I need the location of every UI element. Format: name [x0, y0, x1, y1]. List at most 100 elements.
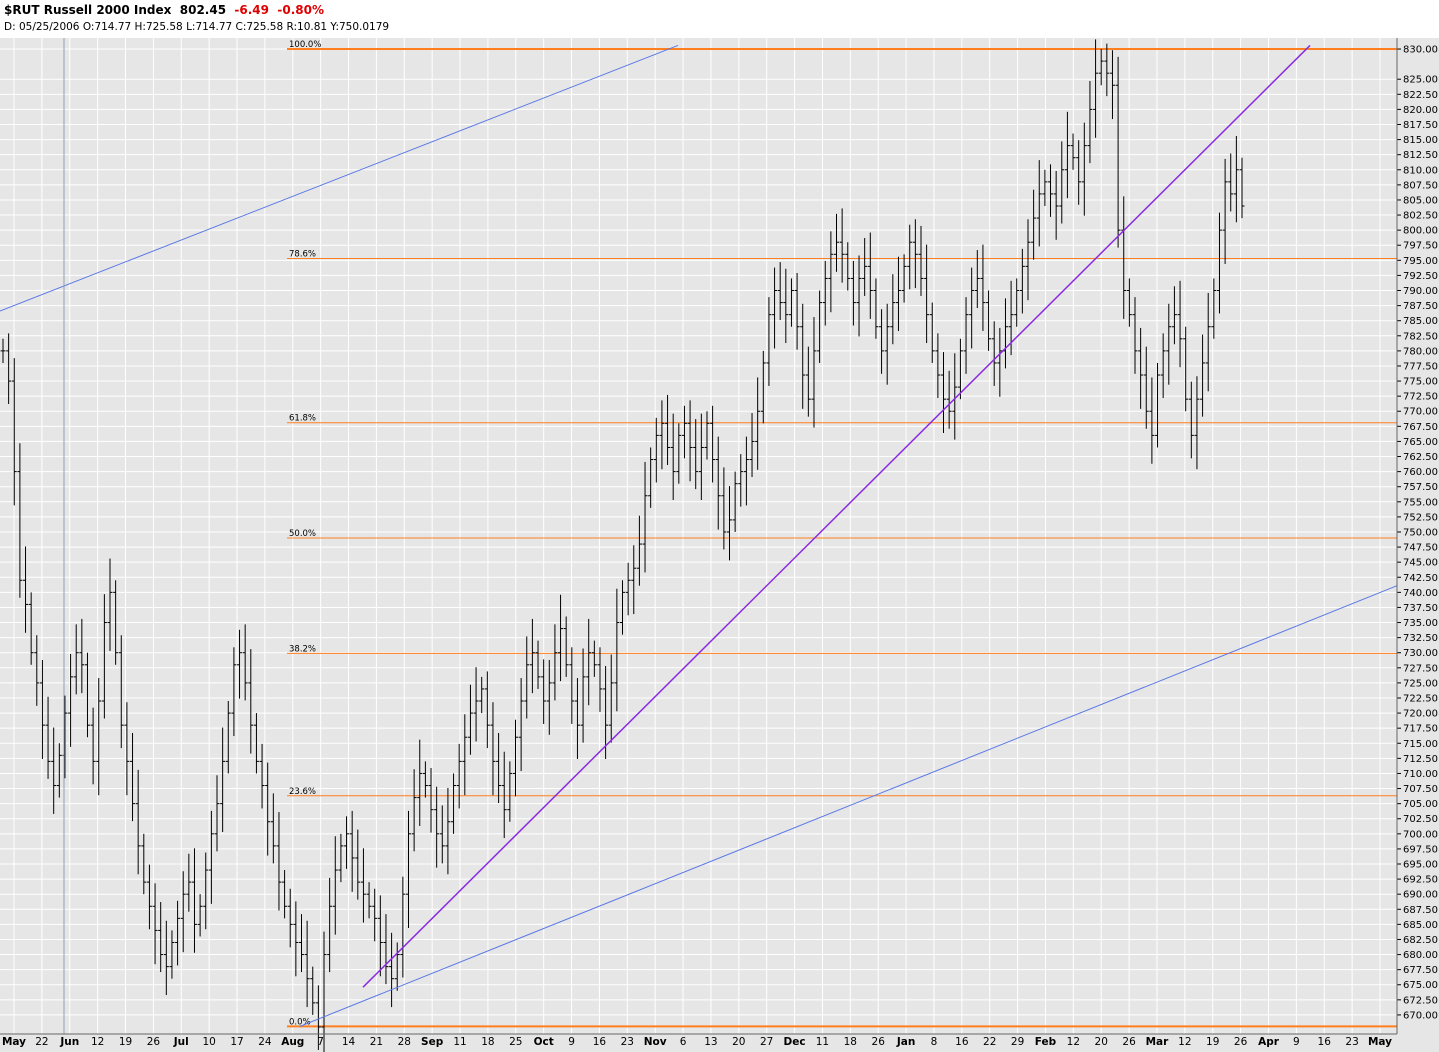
y-tick-label: 785.00: [1403, 316, 1438, 327]
x-tick-label: 17: [230, 1036, 243, 1048]
fib-label: 23.6%: [289, 787, 316, 797]
y-tick-label: 765.00: [1403, 437, 1438, 448]
y-tick-label: 762.50: [1403, 452, 1438, 463]
y-tick-label: 732.50: [1403, 633, 1438, 644]
ohlc-readout: D: 05/25/2006 O:714.77 H:725.58 L:714.77…: [4, 21, 389, 33]
y-tick-label: 672.50: [1403, 995, 1438, 1006]
y-tick-label: 705.00: [1403, 799, 1438, 810]
y-tick-label: 760.00: [1403, 467, 1438, 478]
price-change: -6.49: [234, 3, 270, 17]
x-tick-label: 9: [568, 1036, 575, 1048]
y-tick-label: 715.00: [1403, 739, 1438, 750]
y-tick-label: 722.50: [1403, 693, 1438, 704]
x-tick-label: Jan: [896, 1036, 915, 1048]
x-tick-label: Jun: [59, 1036, 79, 1048]
y-tick-label: 807.50: [1403, 180, 1438, 191]
x-tick-label: 19: [1206, 1036, 1219, 1048]
y-tick-label: 695.00: [1403, 860, 1438, 871]
fib-label: 38.2%: [289, 644, 316, 654]
y-tick-label: 787.50: [1403, 301, 1438, 312]
title-line: $RUT Russell 2000 Index 802.45 -6.49 -0.…: [4, 3, 324, 17]
y-tick-label: 740.00: [1403, 588, 1438, 599]
x-tick-label: 26: [147, 1036, 161, 1048]
y-tick-label: 690.00: [1403, 890, 1438, 901]
last-price: 802.45: [179, 3, 227, 17]
x-tick-label: 13: [704, 1036, 717, 1048]
y-tick-label: 717.50: [1403, 724, 1438, 735]
fib-label: 100.0%: [289, 40, 321, 50]
x-tick-label: Mar: [1146, 1036, 1170, 1048]
y-tick-label: 772.50: [1403, 392, 1438, 403]
chart-header: $RUT Russell 2000 Index 802.45 -6.49 -0.…: [0, 0, 1439, 38]
price-chart[interactable]: 100.0% 78.6% 61.8% 50.0% 38.2% 23.6% 0.0% 830.…: [0, 38, 1439, 1052]
x-tick-label: 26: [1234, 1036, 1248, 1048]
x-tick-label: 11: [816, 1036, 829, 1048]
readout-low: L:714.77: [186, 21, 233, 33]
x-tick-label: Nov: [644, 1036, 667, 1048]
x-tick-label: 12: [1067, 1036, 1080, 1048]
y-tick-label: 720.00: [1403, 709, 1438, 720]
x-tick-label: 21: [370, 1036, 383, 1048]
readout-date: D: 05/25/2006: [4, 21, 80, 33]
y-tick-label: 735.00: [1403, 618, 1438, 629]
x-tick-label: 7: [317, 1036, 324, 1048]
y-tick-label: 710.00: [1403, 769, 1438, 780]
fibonacci-levels: 100.0% 78.6% 61.8% 50.0% 38.2% 23.6% 0.0%: [287, 40, 1397, 1028]
y-tick-label: 817.50: [1403, 120, 1438, 131]
x-tick-label: 12: [1178, 1036, 1191, 1048]
x-tick-label: 6: [680, 1036, 687, 1048]
y-tick-label: 707.50: [1403, 784, 1438, 795]
grid-lines: [0, 38, 1397, 1034]
y-tick-label: 692.50: [1403, 875, 1438, 886]
x-tick-label: 26: [1122, 1036, 1136, 1048]
y-tick-label: 727.50: [1403, 663, 1438, 674]
y-tick-label: 795.00: [1403, 256, 1438, 267]
x-tick-label: 22: [983, 1036, 996, 1048]
y-tick-label: 725.00: [1403, 678, 1438, 689]
y-tick-label: 797.50: [1403, 241, 1438, 252]
y-tick-label: 685.00: [1403, 920, 1438, 931]
y-tick-label: 810.00: [1403, 165, 1438, 176]
x-tick-label: 16: [955, 1036, 969, 1048]
y-tick-label: 757.50: [1403, 482, 1438, 493]
x-tick-label: 22: [35, 1036, 48, 1048]
y-tick-label: 737.50: [1403, 603, 1438, 614]
fib-label: 0.0%: [289, 1017, 311, 1027]
y-tick-label: 790.00: [1403, 286, 1438, 297]
y-tick-label: 767.50: [1403, 422, 1438, 433]
x-tick-label: 18: [844, 1036, 857, 1048]
x-tick-label: 29: [1011, 1036, 1024, 1048]
x-tick-label: 26: [872, 1036, 886, 1048]
y-tick-label: 687.50: [1403, 905, 1438, 916]
x-tick-label: 12: [91, 1036, 104, 1048]
y-tick-label: 830.00: [1403, 45, 1438, 56]
y-axis: 830.00 825.00 822.50 820.00 817.50 815.00 812.…: [1396, 38, 1438, 1034]
x-tick-label: Oct: [534, 1036, 554, 1048]
price-bars: [0, 39, 1245, 1052]
fib-label: 50.0%: [289, 529, 316, 539]
index-name: Russell 2000 Index: [43, 3, 172, 17]
y-tick-label: 800.00: [1403, 226, 1438, 237]
x-tick-label: Dec: [784, 1036, 806, 1048]
x-tick-label: 25: [509, 1036, 522, 1048]
y-tick-label: 702.50: [1403, 814, 1438, 825]
x-tick-label: 14: [342, 1036, 356, 1048]
x-tick-label: 23: [1345, 1036, 1358, 1048]
readout-close: C:725.58: [235, 21, 284, 33]
y-tick-label: 775.00: [1403, 377, 1438, 388]
y-tick-label: 820.00: [1403, 105, 1438, 116]
y-tick-label: 742.50: [1403, 573, 1438, 584]
y-tick-label: 815.00: [1403, 135, 1438, 146]
y-tick-label: 677.50: [1403, 965, 1438, 976]
y-tick-label: 777.50: [1403, 361, 1438, 372]
y-tick-label: 802.50: [1403, 211, 1438, 222]
readout-open: O:714.77: [82, 21, 132, 33]
y-tick-label: 825.00: [1403, 75, 1438, 86]
x-tick-label: 19: [119, 1036, 132, 1048]
x-tick-label: 24: [258, 1036, 272, 1048]
x-tick-label: 8: [931, 1036, 938, 1048]
y-tick-label: 782.50: [1403, 331, 1438, 342]
x-tick-label: May: [2, 1036, 26, 1048]
x-tick-label: Feb: [1035, 1036, 1057, 1048]
y-tick-label: 712.50: [1403, 754, 1438, 765]
